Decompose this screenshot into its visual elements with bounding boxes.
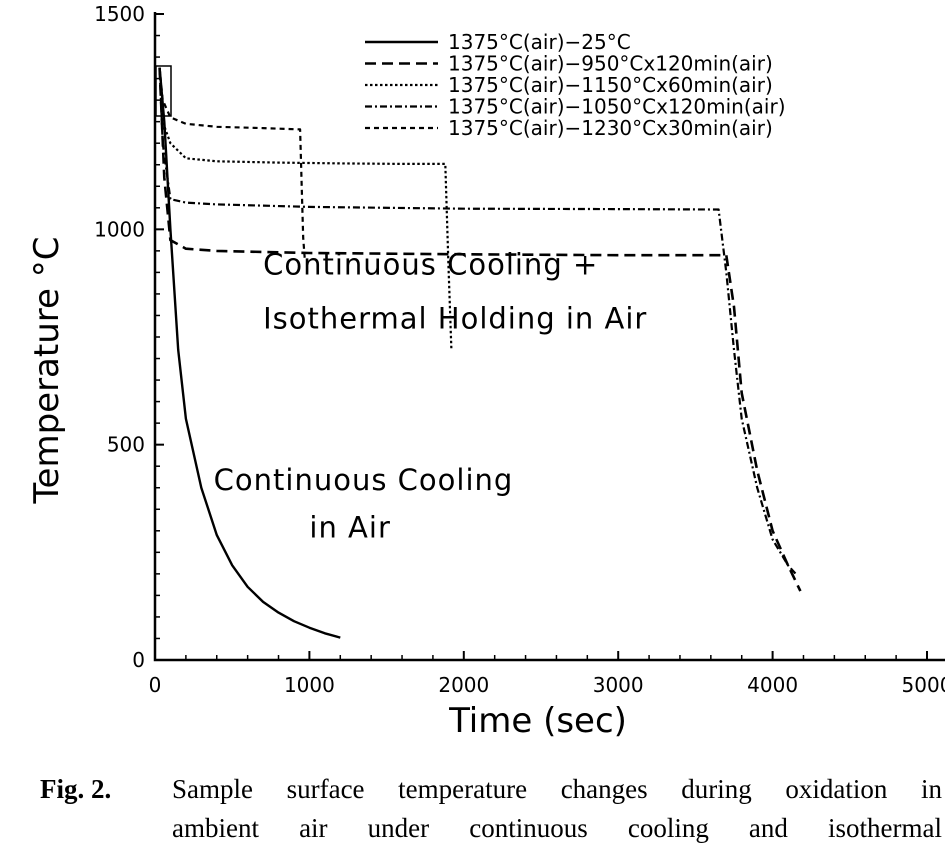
annotation-layer: Continuous Cooling + Isothermal Holding i… [214,248,647,545]
caption-label: Fig. 2. [40,774,112,804]
y-tick-label-500: 500 [107,433,145,457]
series-line-3 [158,67,453,350]
series-line-1 [158,67,341,639]
annotation-2: Isothermal Holding in Air [263,301,647,335]
series-line-5 [158,67,306,260]
y-axis-title: Temperature °C [27,237,67,505]
legend-label-1: 1375°C(air)−25°C [448,30,631,54]
y-tick-label-1500: 1500 [94,2,145,26]
y-tick-label-1000: 1000 [94,217,145,241]
caption-line-2: ambient air under continuous cooling and… [172,813,942,843]
x-tick-label-0: 0 [149,673,162,697]
annotation-4: in Air [309,510,390,544]
x-tick-label-4000: 4000 [747,673,798,697]
caption-line-1: Sample surface temperature changes durin… [172,774,942,804]
annotation-1: Continuous Cooling + [263,248,598,282]
series-line-2 [158,67,802,592]
x-tick-label-2000: 2000 [438,673,489,697]
series-line-4 [158,67,797,575]
x-axis-title: Time (sec) [448,701,627,741]
legend-label-3: 1375°C(air)−1150°Cx60min(air) [448,73,773,97]
legend-label-4: 1375°C(air)−1050°Cx120min(air) [448,95,786,119]
x-tick-label-3000: 3000 [593,673,644,697]
annotation-3: Continuous Cooling [214,463,514,497]
legend-label-2: 1375°C(air)−950°Cx120min(air) [448,52,773,76]
x-tick-label-1000: 1000 [284,673,335,697]
y-tick-label-0: 0 [132,648,145,672]
legend: 1375°C(air)−25°C1375°C(air)−950°Cx120min… [365,30,786,140]
legend-label-5: 1375°C(air)−1230°Cx30min(air) [448,116,773,140]
series-layer [158,67,802,639]
plot-frame [153,12,945,662]
